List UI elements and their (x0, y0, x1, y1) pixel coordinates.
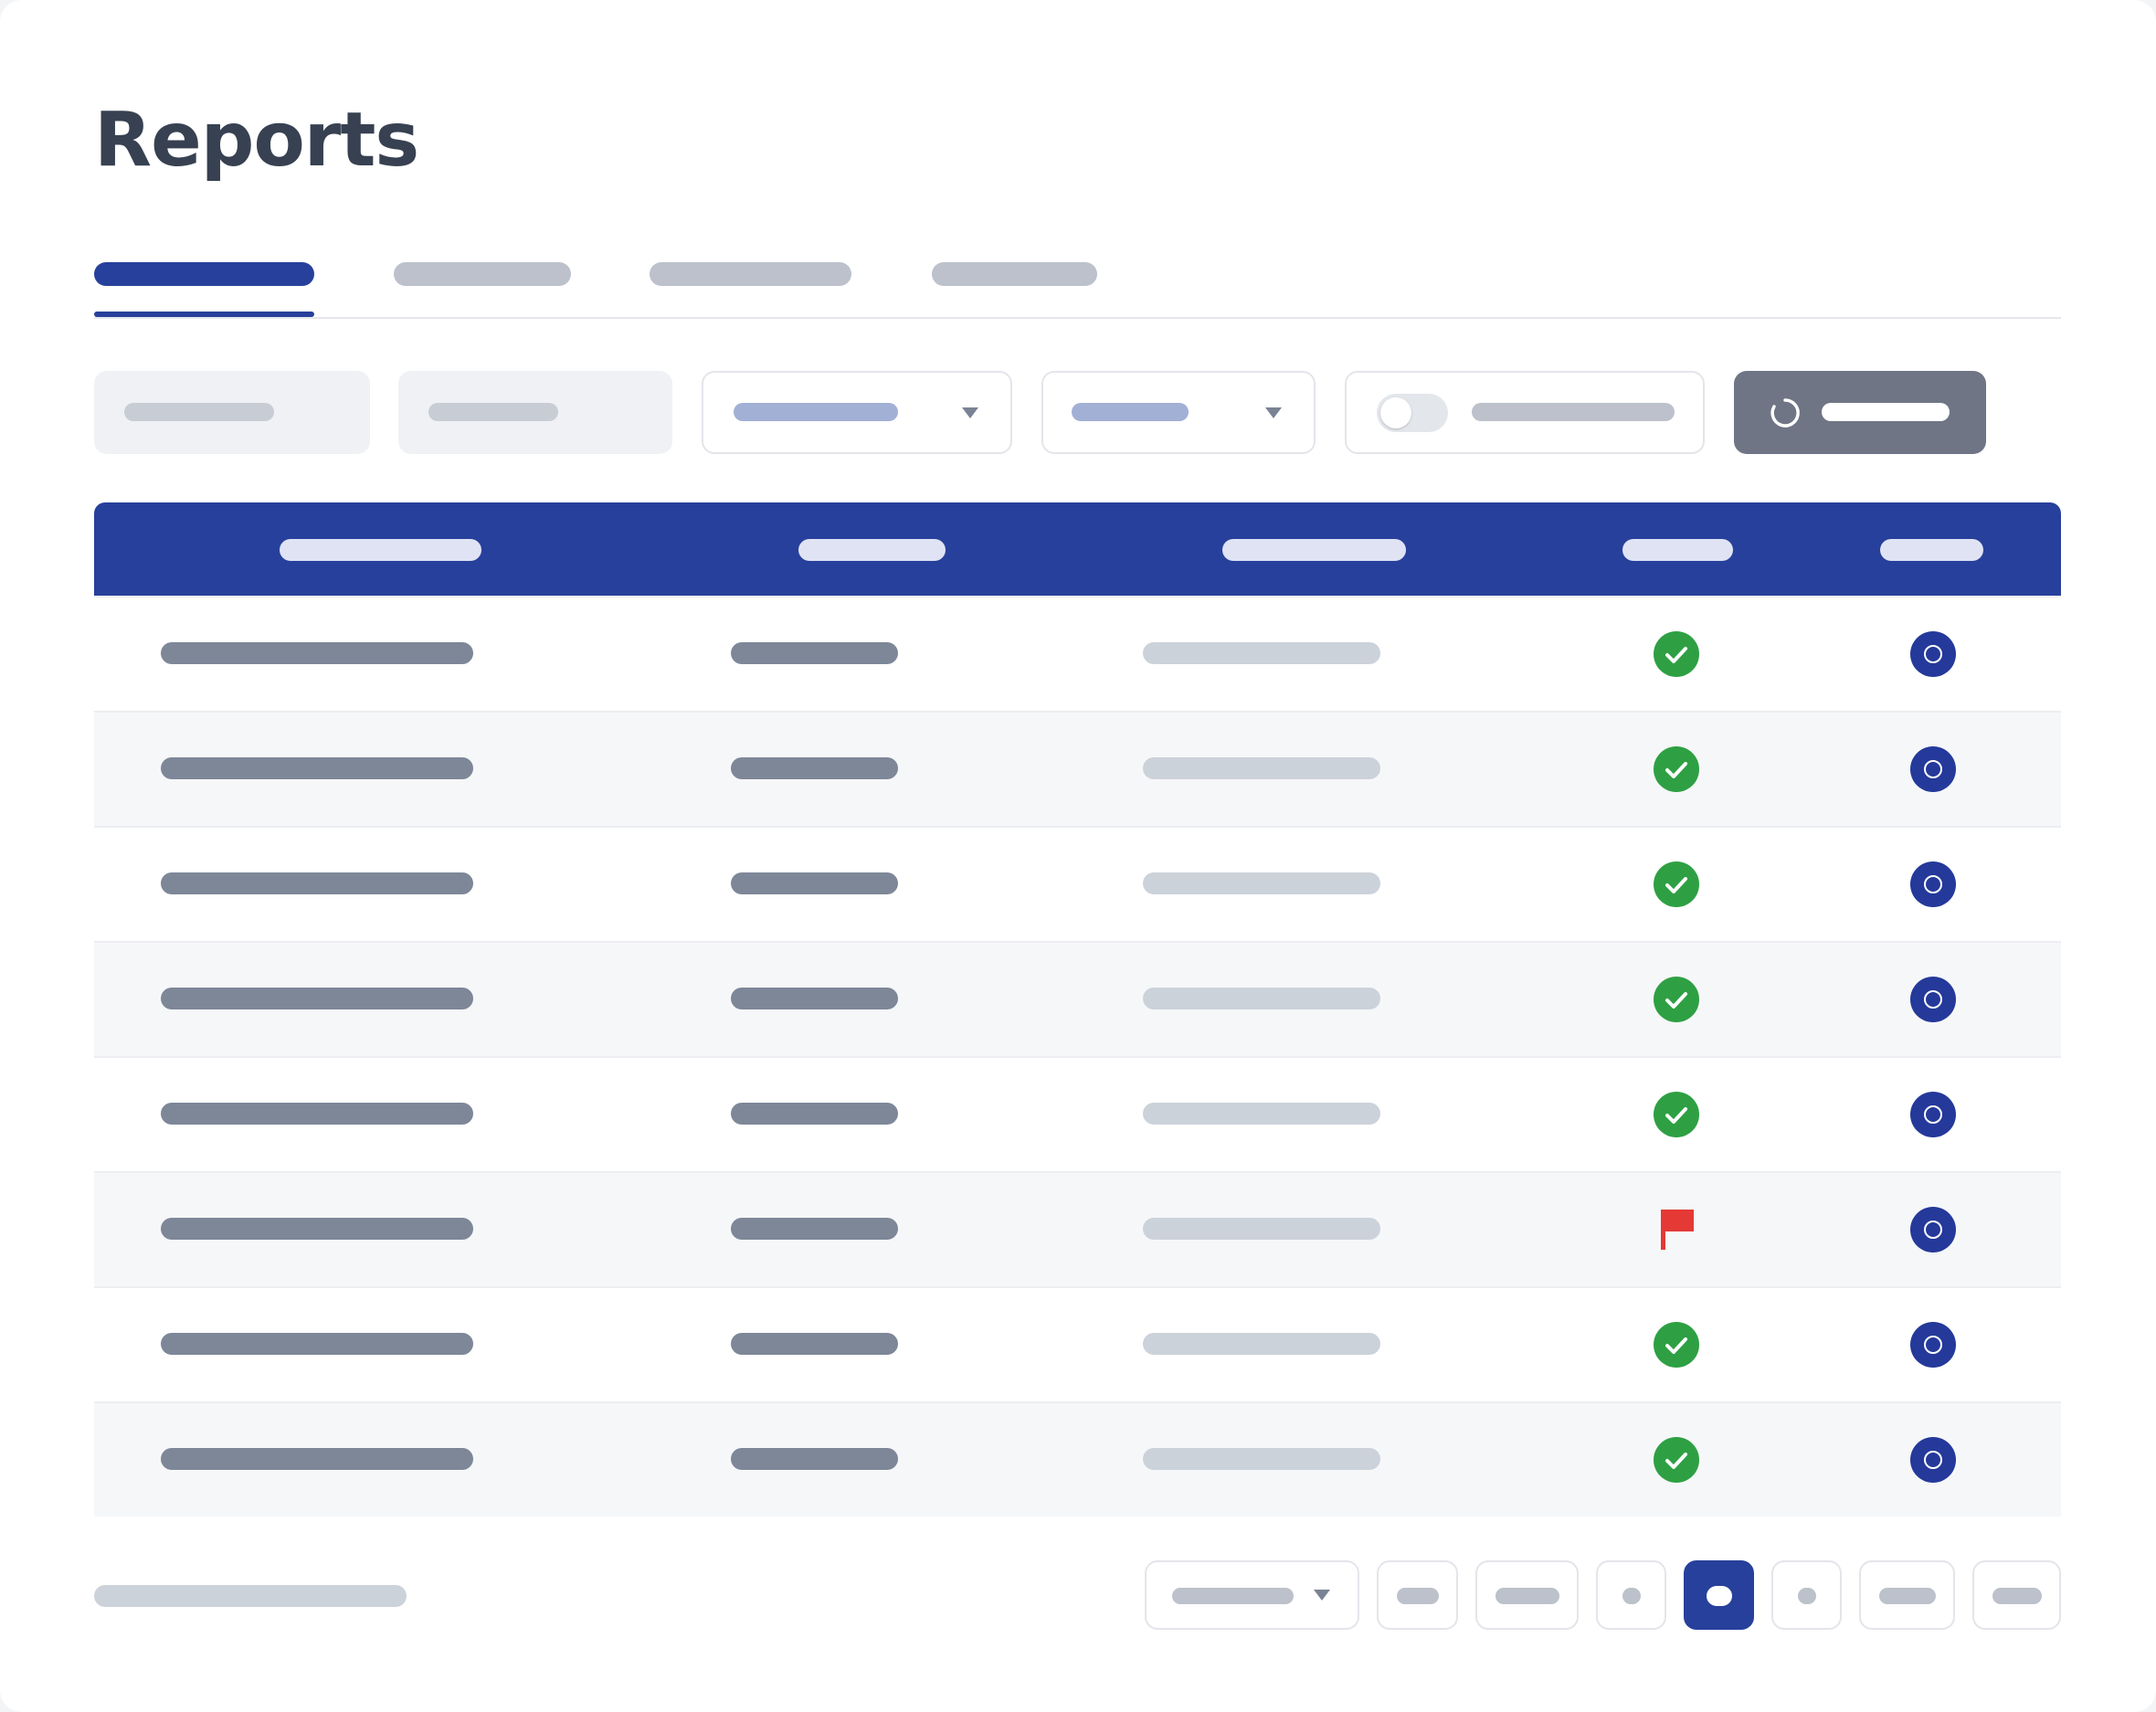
page-title: Reports (94, 97, 419, 184)
table-row[interactable] (94, 596, 2061, 711)
column-header-2[interactable] (798, 539, 946, 561)
table-cell-3 (1143, 1103, 1380, 1125)
filter-select-value (734, 403, 898, 421)
page-size-select[interactable] (1145, 1560, 1359, 1630)
pagination-prev-button[interactable] (1475, 1560, 1579, 1630)
tab-active-indicator (94, 312, 314, 317)
table-cell-1 (161, 1333, 473, 1355)
table-cell-2 (731, 988, 898, 1009)
circle-icon[interactable] (1910, 861, 1956, 907)
circle-icon[interactable] (1910, 746, 1956, 792)
refresh-icon (1770, 398, 1800, 428)
table-cell-3 (1143, 757, 1380, 779)
toggle-knob (1380, 397, 1411, 428)
table-cell-3 (1143, 1218, 1380, 1240)
table-row[interactable] (94, 941, 2061, 1056)
pagination-page-4[interactable] (1771, 1560, 1842, 1630)
check-circle-icon[interactable] (1654, 977, 1699, 1022)
pagination-label (1495, 1588, 1559, 1604)
toggle-switch[interactable] (1377, 394, 1448, 432)
table-cell-3 (1143, 1333, 1380, 1355)
filter-select-2[interactable] (1041, 371, 1316, 454)
table-header (94, 502, 2061, 597)
table-cell-2 (731, 1448, 898, 1470)
table-row[interactable] (94, 1286, 2061, 1401)
check-circle-icon[interactable] (1654, 1322, 1699, 1368)
toggle-label (1472, 403, 1675, 421)
tab-4[interactable] (932, 262, 1097, 286)
search-input-placeholder (428, 403, 558, 421)
table-cell-1 (161, 988, 473, 1009)
tab-3[interactable] (650, 262, 851, 286)
chevron-down-icon (1265, 407, 1282, 418)
pagination-label (1879, 1588, 1936, 1604)
table-cell-2 (731, 642, 898, 664)
check-circle-icon[interactable] (1654, 861, 1699, 907)
column-header-4[interactable] (1622, 539, 1733, 561)
table-cell-3 (1143, 988, 1380, 1009)
toggle-filter[interactable] (1345, 371, 1705, 454)
circle-icon[interactable] (1910, 631, 1956, 677)
check-circle-icon[interactable] (1654, 746, 1699, 792)
refresh-button-label (1822, 403, 1950, 421)
pagination-label (1707, 1586, 1732, 1606)
circle-icon[interactable] (1910, 1207, 1956, 1252)
check-circle-icon[interactable] (1654, 1092, 1699, 1137)
pagination-label (1798, 1588, 1816, 1604)
column-header-3[interactable] (1222, 539, 1406, 561)
pagination-label (1992, 1588, 2042, 1604)
refresh-button[interactable] (1734, 371, 1986, 454)
search-input-placeholder (124, 403, 274, 421)
circle-icon[interactable] (1910, 977, 1956, 1022)
table-row[interactable] (94, 826, 2061, 941)
table-cell-2 (731, 1218, 898, 1240)
table-row[interactable] (94, 1056, 2061, 1171)
results-summary (94, 1585, 407, 1607)
column-header-1[interactable] (280, 539, 481, 561)
table-cell-2 (731, 872, 898, 894)
table-cell-2 (731, 757, 898, 779)
filter-select-value (1072, 403, 1189, 421)
chevron-down-icon (962, 407, 978, 418)
table-cell-3 (1143, 642, 1380, 664)
circle-icon[interactable] (1910, 1437, 1956, 1483)
table-cell-1 (161, 757, 473, 779)
search-input-2[interactable] (398, 371, 672, 454)
pagination-page-current[interactable] (1684, 1560, 1754, 1630)
pagination-page-2[interactable] (1596, 1560, 1666, 1630)
table-cell-2 (731, 1333, 898, 1355)
pagination-last-button[interactable] (1972, 1560, 2061, 1630)
table-cell-1 (161, 642, 473, 664)
filter-select-1[interactable] (702, 371, 1012, 454)
table-cell-1 (161, 1103, 473, 1125)
table-row[interactable] (94, 711, 2061, 826)
check-circle-icon[interactable] (1654, 631, 1699, 677)
table-cell-1 (161, 1448, 473, 1470)
table-cell-1 (161, 872, 473, 894)
table-cell-2 (731, 1103, 898, 1125)
flag-icon[interactable] (1659, 1208, 1696, 1252)
tab-1[interactable] (94, 262, 314, 286)
circle-icon[interactable] (1910, 1092, 1956, 1137)
tab-2[interactable] (394, 262, 571, 286)
check-circle-icon[interactable] (1654, 1437, 1699, 1483)
search-input-1[interactable] (94, 371, 370, 454)
table-cell-1 (161, 1218, 473, 1240)
pagination-first-button[interactable] (1377, 1560, 1458, 1630)
table-row[interactable] (94, 1401, 2061, 1516)
page-size-value (1172, 1588, 1294, 1604)
tabs-divider (94, 317, 2061, 319)
pagination-label (1397, 1588, 1439, 1604)
table-row[interactable] (94, 1171, 2061, 1286)
column-header-5[interactable] (1880, 539, 1983, 561)
pagination-label (1622, 1588, 1641, 1604)
circle-icon[interactable] (1910, 1322, 1956, 1368)
table-cell-3 (1143, 872, 1380, 894)
chevron-down-icon (1314, 1590, 1330, 1601)
pagination-next-button[interactable] (1859, 1560, 1955, 1630)
table-cell-3 (1143, 1448, 1380, 1470)
